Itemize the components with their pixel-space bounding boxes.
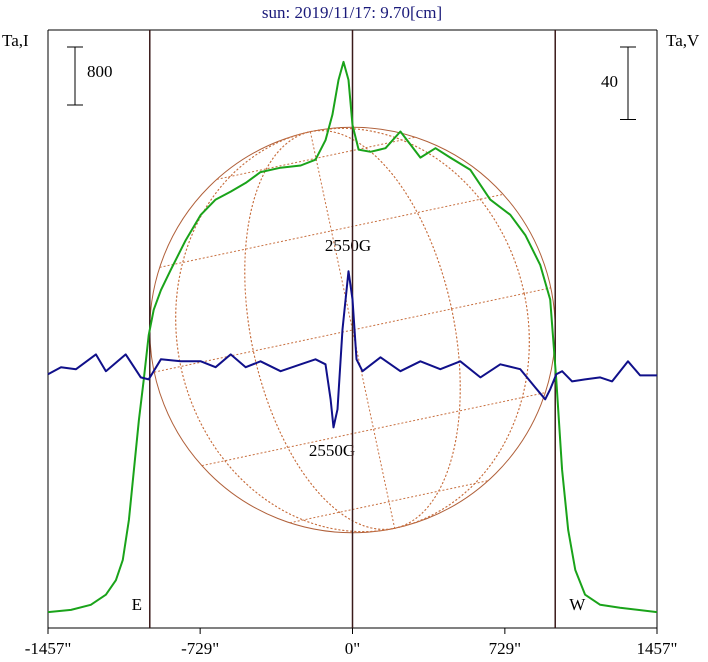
parallel [154, 287, 551, 373]
scale-bar [67, 46, 83, 106]
parallel [201, 392, 546, 467]
x-tick-label: -1457" [25, 639, 72, 658]
y-axis-label: Ta,I [2, 31, 29, 50]
scale-bar-label: 800 [87, 62, 113, 81]
annotation: 2550G [309, 441, 355, 460]
series-line [47, 60, 658, 614]
parallel [159, 193, 504, 268]
parallel [289, 480, 489, 524]
scale-bar-label: 40 [601, 72, 618, 91]
x-tick-label: 729" [489, 639, 521, 658]
x-tick-label: -729" [181, 639, 219, 658]
chart-title: sun: 2019/11/17: 9.70[cm] [262, 3, 442, 22]
series-line [47, 270, 657, 429]
y2-axis-label: Ta,V [666, 31, 700, 50]
x-tick-label: 0" [345, 639, 360, 658]
meridian [309, 131, 396, 529]
limb-label: W [569, 595, 586, 614]
annotation: 2550G [325, 236, 371, 255]
limb-label: E [132, 595, 142, 614]
x-tick-label: 1457" [637, 639, 678, 658]
scale-bar [620, 46, 636, 120]
